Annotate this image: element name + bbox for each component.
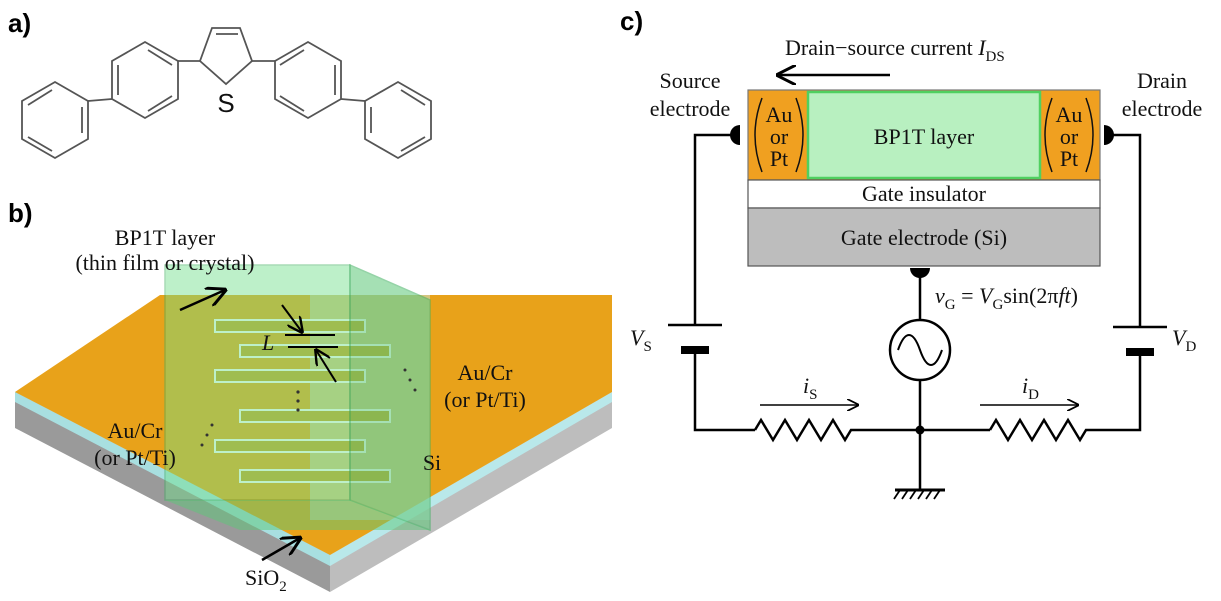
gate-label: Gate electrode (Si) — [841, 225, 1007, 250]
current-label: Drain−source current IDS — [785, 35, 1005, 65]
is-label: iS — [803, 373, 817, 403]
drain-label: electrode — [1122, 96, 1203, 121]
electrode-label: Au/Cr — [108, 418, 164, 443]
vd-label: VD — [1172, 325, 1196, 355]
current-text: Drain−source current — [785, 35, 978, 60]
is-subscript: S — [809, 387, 817, 403]
channel-label: BP1T layer — [874, 124, 975, 149]
gap-label: L — [261, 330, 274, 355]
gv-part: ) — [1071, 283, 1078, 308]
gv-part: sin(2π — [1003, 283, 1058, 308]
contact-label: Pt — [770, 146, 788, 171]
sulfur-atom: S — [217, 88, 234, 118]
vs-subscript: S — [643, 339, 651, 355]
insulator-label: Gate insulator — [862, 181, 987, 206]
substrate-label: Si — [423, 450, 441, 475]
oxide-subscript: 2 — [279, 579, 287, 595]
panel-label: a) — [8, 8, 31, 38]
oxide-text: SiO — [245, 565, 279, 590]
vd-subscript: D — [1185, 339, 1196, 355]
contact-label: Pt — [1060, 146, 1078, 171]
electrode-label: (or Pt/Ti) — [444, 387, 526, 412]
id-label: iD — [1022, 373, 1039, 403]
source-label: electrode — [650, 96, 731, 121]
gate-voltage: vG = VGsin(2πft) — [935, 283, 1078, 313]
electrode-label: (or Pt/Ti) — [94, 445, 176, 470]
gv-part: ft — [1058, 283, 1071, 308]
gv-sub: G — [945, 297, 956, 313]
vs-label: VS — [630, 325, 652, 355]
oxide-label: SiO2 — [245, 565, 287, 595]
gv-sub: G — [992, 297, 1003, 313]
drain-label: Drain — [1137, 68, 1187, 93]
layer-label: (thin film or crystal) — [75, 250, 254, 275]
id-subscript: D — [1028, 387, 1039, 403]
panel-label: b) — [8, 198, 33, 228]
bp1t-crystal — [165, 265, 430, 530]
source-label: Source — [659, 68, 720, 93]
electrode-label: Au/Cr — [458, 360, 514, 385]
gv-part: = — [956, 283, 979, 308]
figure: a) S b) — [0, 0, 1221, 601]
gv-part: v — [935, 283, 945, 308]
panel-label: c) — [620, 6, 643, 36]
layer-label: BP1T layer — [115, 225, 216, 250]
current-subscript: DS — [986, 49, 1005, 65]
